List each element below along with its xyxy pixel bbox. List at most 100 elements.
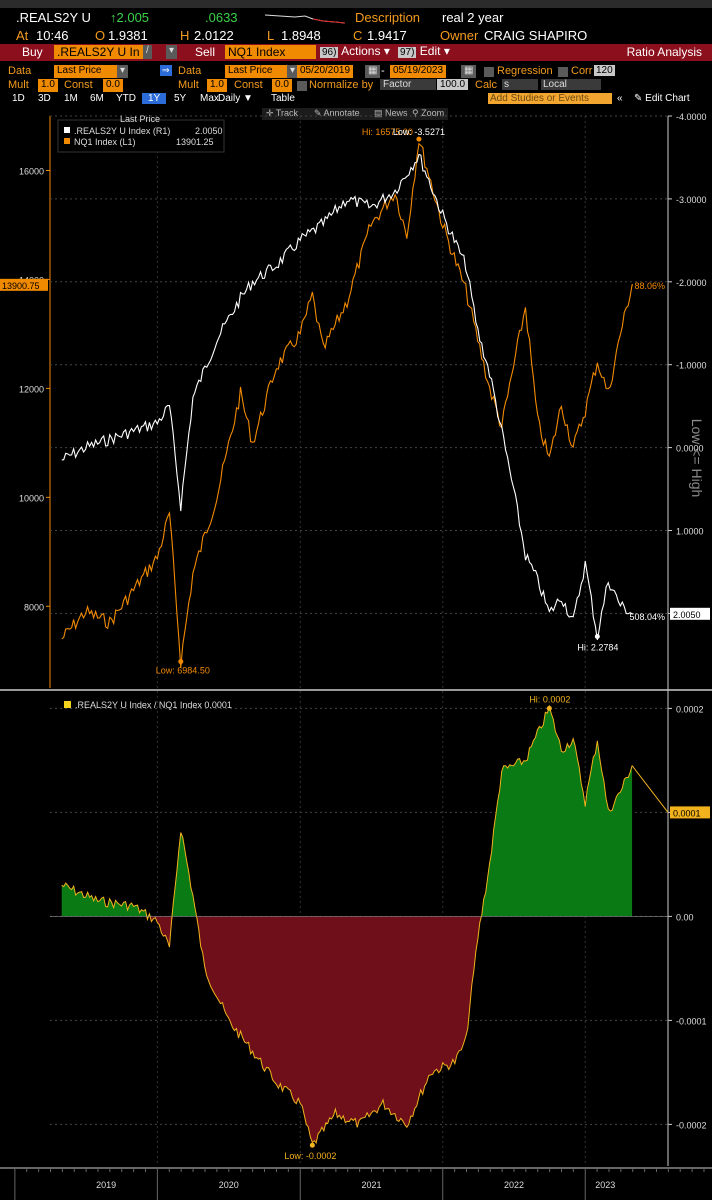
ratio-last-value: 0.0001 xyxy=(673,808,701,818)
legend-nq-name: NQ1 Index (L1) xyxy=(74,137,136,147)
period-6m[interactable]: 6M xyxy=(90,93,104,104)
end-calendar-icon[interactable]: ▦ xyxy=(461,65,477,78)
data2-label: Data xyxy=(178,65,202,77)
corr-value[interactable]: 120 xyxy=(594,65,615,76)
calc-label: Calc xyxy=(475,79,498,91)
legend-reals-value: 2.0050 xyxy=(195,126,223,136)
normalize-select[interactable]: Factor xyxy=(380,79,436,90)
edit-label: Edit xyxy=(419,44,441,58)
window-title-strip xyxy=(0,0,712,8)
nq-high-marker xyxy=(416,136,422,142)
operator-select[interactable]: / xyxy=(143,45,152,59)
swap-arrow-icon[interactable]: ⇒ xyxy=(160,65,172,76)
right-last-value: 2.0050 xyxy=(673,610,701,620)
ratio-legend-swatch xyxy=(64,701,71,708)
data-dropdown-icon[interactable]: ▾ xyxy=(117,65,129,78)
ratio-tick-label: -0.0001 xyxy=(676,1016,707,1026)
corr-checkbox[interactable] xyxy=(558,67,568,77)
data2-select[interactable]: Last Price xyxy=(225,65,289,78)
corr-label: Corr xyxy=(571,65,593,77)
ratio-analysis-title: Ratio Analysis xyxy=(626,45,702,59)
period-1y[interactable]: 1Y xyxy=(142,93,167,104)
normalize-label: Normalize by xyxy=(309,79,374,91)
legend-title: Last Price xyxy=(120,114,160,124)
legend-swatch-reals xyxy=(64,127,70,133)
quote-stats: At 10:46 O 1.9381 H 2.0122 L 1.8948 C 1.… xyxy=(0,28,712,44)
security2-input[interactable]: NQ1 Index xyxy=(225,45,316,59)
actions-menu[interactable]: 96) Actions ▾ xyxy=(320,44,390,58)
controls-row-2: Mult 1.0 Const 0.0 Mult 1.0 Const 0.0 No… xyxy=(0,79,712,93)
news-label: News xyxy=(385,108,408,118)
const2-label: Const xyxy=(234,79,263,91)
table-button[interactable]: Table xyxy=(271,93,295,104)
const2-input[interactable]: 0.0 xyxy=(272,79,292,92)
period-5y[interactable]: 5Y xyxy=(174,93,187,104)
x-tick-label: 2019 xyxy=(96,1180,116,1190)
left-tick-label: 10000 xyxy=(19,493,44,503)
mult-input[interactable]: 1.0 xyxy=(38,79,58,92)
open-value: 1.9381 xyxy=(108,28,148,43)
period-1m[interactable]: 1M xyxy=(64,93,78,104)
normalize-factor[interactable]: 100.0 xyxy=(437,79,469,90)
calc-select[interactable]: s xyxy=(502,79,538,90)
data2-dropdown-icon[interactable]: ▾ xyxy=(287,65,299,78)
ratio-tick-label: 0.0002 xyxy=(676,704,704,714)
ratio-last-value-box xyxy=(670,806,710,819)
right-tick-label: 1.0000 xyxy=(676,526,704,536)
period-ytd[interactable]: YTD xyxy=(116,93,136,104)
period-3d[interactable]: 3D xyxy=(38,93,51,104)
ratio-low-marker xyxy=(309,1142,315,1148)
period-max[interactable]: Max xyxy=(200,93,219,104)
right-tick-label: 0.0000 xyxy=(676,444,704,454)
nq-low-marker xyxy=(178,659,184,665)
nq-pct-label: 88.06% xyxy=(634,281,665,291)
mult2-label: Mult xyxy=(178,79,199,91)
quote-time: 10:46 xyxy=(36,28,69,43)
data-select[interactable]: Last Price xyxy=(54,65,122,78)
annotate-tool[interactable]: ✎ Annotate xyxy=(314,108,360,118)
last-price: ↑2.005 xyxy=(110,10,150,25)
action-bar: Buy .REALS2Y U In / ▾ Sell NQ1 Index 96)… xyxy=(0,44,712,61)
left-last-value-box xyxy=(0,278,48,291)
edit-menu[interactable]: 97) Edit ▾ xyxy=(398,44,450,58)
regression-label: Regression xyxy=(497,65,553,77)
owner-label: Owner xyxy=(440,28,479,43)
add-studies-input[interactable]: Add Studies or Events xyxy=(488,93,612,104)
right-tick-label: -3.0000 xyxy=(676,195,707,205)
local-select[interactable]: Local xyxy=(541,79,601,90)
regression-checkbox[interactable] xyxy=(484,67,494,77)
legend-box xyxy=(57,119,225,153)
collapse-icon[interactable]: « xyxy=(617,93,623,104)
operator-dropdown-icon[interactable]: ▾ xyxy=(166,45,178,59)
const-input[interactable]: 0.0 xyxy=(103,79,123,92)
end-date-input[interactable]: 05/19/2023 xyxy=(390,65,447,78)
buy-button[interactable]: Buy xyxy=(22,45,43,59)
ratio-line xyxy=(61,704,633,1145)
data-label: Data xyxy=(8,65,32,77)
edit-chart-button[interactable]: ✎ Edit Chart xyxy=(634,93,690,104)
ticker[interactable]: .REALS2Y U xyxy=(16,10,91,25)
x-tick-label: 2020 xyxy=(219,1180,239,1190)
period-1d[interactable]: 1D xyxy=(12,93,25,104)
mult2-input[interactable]: 1.0 xyxy=(207,79,227,92)
x-tick-label: 2023 xyxy=(595,1180,615,1190)
low-value: 1.8948 xyxy=(281,28,321,43)
high-value: 2.0122 xyxy=(194,28,234,43)
frequency-select[interactable]: Daily ▼ xyxy=(218,93,253,104)
start-calendar-icon[interactable]: ▦ xyxy=(365,65,381,78)
news-tool[interactable]: ▤ News xyxy=(374,108,408,118)
edit-num: 97) xyxy=(398,47,417,58)
start-date-input[interactable]: 05/20/2019 xyxy=(297,65,354,78)
normalize-checkbox[interactable] xyxy=(297,81,307,91)
ratio-positive-area xyxy=(61,706,633,917)
at-label: At xyxy=(16,28,29,43)
legend-reals-name: .REALS2Y U Index (R1) xyxy=(74,126,170,136)
zoom-tool[interactable]: ⚲ Zoom xyxy=(412,108,445,118)
ratio-chart[interactable]: -4.0000 -3.0000 -2.0000 -1.0000 0.0000 1.0000… xyxy=(0,108,712,1200)
track-tool[interactable]: ✛ Track xyxy=(266,108,299,118)
sell-button[interactable]: Sell xyxy=(195,45,216,59)
series-nq1-line xyxy=(61,142,633,668)
security-input[interactable]: .REALS2Y U In xyxy=(54,45,146,59)
left-tick-label: 16000 xyxy=(19,166,44,176)
reals-low-label: Low: -3.5271 xyxy=(393,127,445,137)
